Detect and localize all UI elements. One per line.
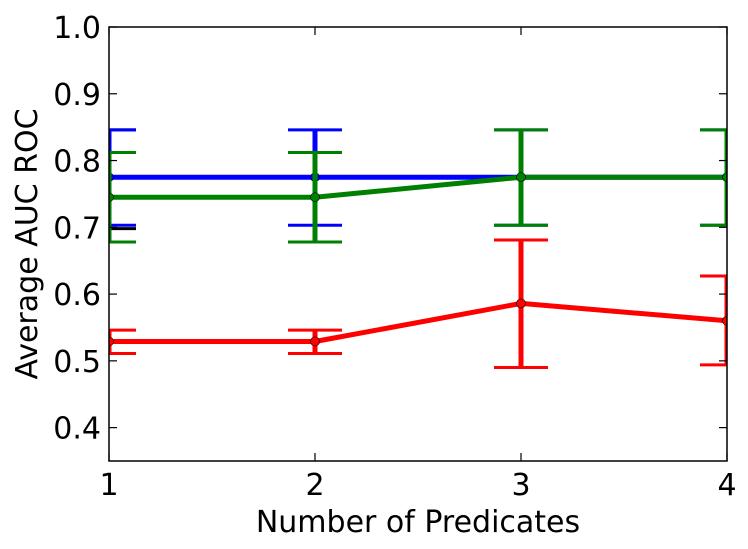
y-tick-label-2: 0.6: [53, 278, 101, 313]
x-axis-title: Number of Predicates: [256, 505, 580, 540]
y-tick-label-3: 0.7: [53, 211, 101, 246]
x-tick-label-2: 3: [511, 468, 530, 503]
series-layer: [109, 128, 727, 370]
y-tick-label-0: 0.4: [53, 412, 101, 447]
y-tick-label-4: 0.8: [53, 145, 101, 180]
y-axis-title: Average AUC ROC: [10, 108, 45, 379]
series-2-error-bar-3: [700, 274, 727, 367]
series-2-point-1: [310, 336, 320, 347]
series-1-line: [109, 174, 727, 200]
series-1-point-3: [722, 172, 727, 183]
series-2: [109, 238, 727, 370]
series-2-point-2: [516, 298, 526, 309]
series-1-point-0: [109, 192, 114, 203]
series-1-point-2: [516, 172, 526, 183]
series-1-error-bar-3: [700, 128, 727, 227]
series-1-error-bar-0: [109, 151, 136, 244]
y-tick-label-5: 0.9: [53, 78, 101, 113]
tick-layer: 1 2 3 4 0.4 0.5 0.6 0.7 0.8 0.9 1.0: [53, 11, 736, 503]
series-2-line: [109, 300, 727, 344]
series-1: [109, 128, 727, 244]
y-tick-label-6: 1.0: [53, 11, 101, 46]
x-tick-label-1: 2: [305, 468, 324, 503]
x-tick-label-3: 4: [717, 468, 736, 503]
series-2-error-bar-0: [109, 328, 136, 356]
x-tick-label-0: 1: [99, 468, 118, 503]
y-tick-label-1: 0.5: [53, 345, 101, 380]
series-0-error-bar-0: [109, 128, 136, 227]
series-2-point-3: [722, 315, 727, 326]
series-2-point-0: [109, 336, 114, 347]
series-1-point-1: [310, 192, 320, 203]
plot-frame: [108, 26, 728, 462]
